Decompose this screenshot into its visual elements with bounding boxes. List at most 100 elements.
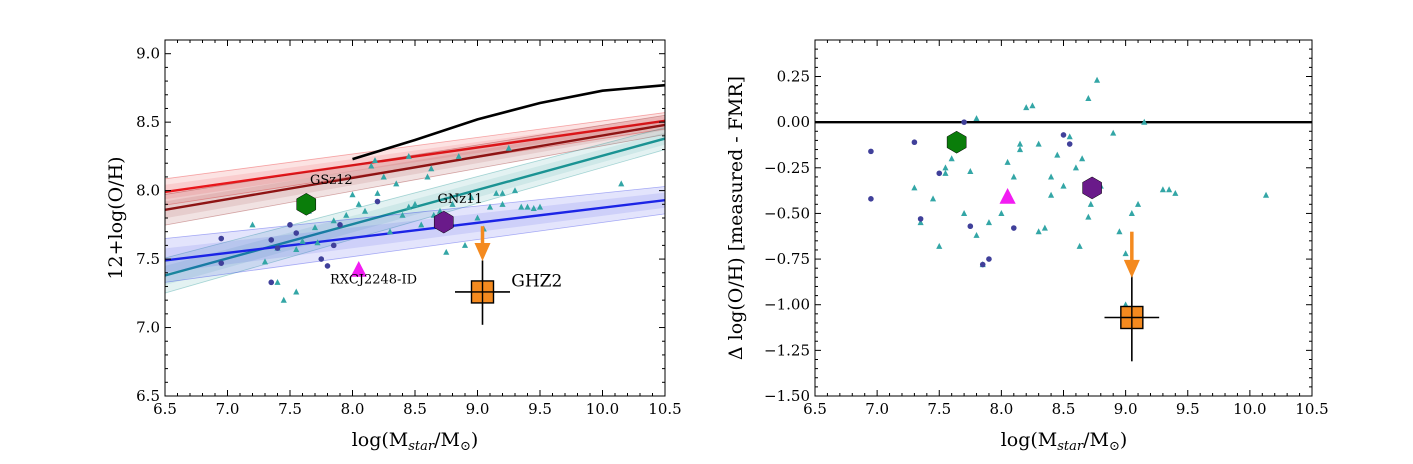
left-annotation-gsz12: GSz12 bbox=[310, 173, 353, 188]
left-plot-area bbox=[165, 83, 665, 325]
right-sample-triangles-point bbox=[1066, 133, 1073, 140]
right-sample-triangles-point bbox=[1122, 301, 1129, 308]
right-xtick-label: 9.0 bbox=[1114, 400, 1138, 418]
left-sample-triangles-point bbox=[468, 194, 475, 201]
left-sample-triangles-point bbox=[493, 189, 500, 196]
left-relation-teal-band-inner bbox=[165, 132, 665, 286]
left-sample-triangles-point bbox=[499, 200, 506, 207]
left-relation-darkred-band-inner bbox=[165, 119, 665, 219]
left-sample-triangles-point bbox=[518, 203, 525, 210]
right-ytick-label: −0.25 bbox=[764, 159, 810, 177]
right-sample-circles-point bbox=[1011, 225, 1017, 231]
left-sample-triangles-point bbox=[618, 180, 625, 187]
left-sample-circles-point bbox=[374, 198, 381, 205]
right-sample-circles-point bbox=[868, 196, 874, 202]
right-sample-circles-point bbox=[967, 223, 974, 230]
left-sample-triangles-point bbox=[261, 258, 269, 265]
left-sample-triangles-point bbox=[361, 207, 369, 214]
right-sample-circles-point bbox=[936, 170, 943, 177]
right-sample-triangles-point bbox=[973, 231, 980, 238]
right-sample-triangles-point bbox=[942, 169, 949, 176]
left-sample-circles-point bbox=[287, 222, 293, 228]
right-x-axis-label: log(Mstar/M⊙) bbox=[1001, 429, 1128, 454]
right-sample-circles-point bbox=[911, 139, 918, 146]
left-sample-triangles-point bbox=[274, 278, 281, 285]
right-sample-triangles-point bbox=[1128, 210, 1135, 216]
left-sample-circles-point bbox=[218, 235, 225, 242]
left-relation-red-line bbox=[165, 119, 665, 194]
right-ytick-label: −1.50 bbox=[764, 387, 810, 405]
left-sample-triangles-point bbox=[349, 191, 356, 198]
right-sample-triangles-point bbox=[1116, 228, 1123, 235]
right-sample-triangles-point bbox=[929, 195, 937, 202]
right-sample-triangles-point bbox=[1110, 129, 1117, 136]
right-ytick-label: 0.25 bbox=[777, 68, 810, 86]
left-GHZ2-upper-limit-head bbox=[474, 242, 491, 261]
right-xtick-label: 8.5 bbox=[1052, 400, 1076, 418]
left-sample-triangles-point bbox=[399, 211, 406, 218]
left-sample-circles-point bbox=[324, 263, 331, 269]
left-sample-triangles-point bbox=[405, 152, 412, 159]
left-sample-triangles-point bbox=[411, 200, 419, 207]
left-ytick-label: 8.0 bbox=[136, 182, 160, 200]
left-sample-triangles-point bbox=[330, 217, 337, 224]
right-sample-triangles-point bbox=[1072, 164, 1079, 171]
left-panel: 6.5 7.0 7.5 8.0 8.5 9.0 9.5 10.0 10.5 6.5 7.0 7.5 8.… bbox=[105, 39, 682, 454]
left-annotations: GSz12 GNz11 RXCJ2248-ID GHZ2 bbox=[310, 173, 562, 292]
right-sample-triangles-point bbox=[1085, 213, 1092, 220]
right-sample-triangles-point bbox=[1172, 189, 1179, 196]
left-xtick-label: 7.5 bbox=[278, 400, 302, 418]
right-sample-triangles-point bbox=[1048, 173, 1055, 180]
left-sample-triangles-point bbox=[499, 189, 506, 196]
right-sample-triangles-point bbox=[1079, 155, 1086, 162]
right-GNz11-marker bbox=[1082, 176, 1102, 200]
left-xtick-label: 10.0 bbox=[586, 400, 619, 418]
right-sample-triangles-point bbox=[1035, 140, 1042, 147]
right-xtick-label: 10.0 bbox=[1233, 400, 1266, 418]
left-xtick-label: 10.5 bbox=[648, 400, 681, 418]
left-annotation-gnz11: GNz11 bbox=[438, 192, 483, 207]
left-y-axis-label: 12+log(O/H) bbox=[105, 156, 127, 279]
right-axes-frame bbox=[814, 39, 1313, 397]
left-ytick-label: 9.0 bbox=[136, 45, 160, 63]
left-relation-blue-band-inner bbox=[165, 192, 665, 273]
right-sample-triangles-point bbox=[1029, 102, 1036, 109]
left-sample-circles-point bbox=[218, 260, 225, 266]
right-sample-triangles-point bbox=[1023, 104, 1030, 111]
right-RXCJ2248-ID-marker bbox=[999, 188, 1016, 204]
left-GSz12-marker bbox=[296, 193, 317, 216]
right-sample-triangles-point bbox=[973, 115, 980, 122]
left-sample-triangles-point bbox=[443, 248, 450, 255]
left-relation-black bbox=[352, 83, 665, 161]
right-sample-circles-point bbox=[868, 148, 874, 155]
right-sample-triangles-point bbox=[1035, 228, 1042, 235]
left-sample-circles-point bbox=[293, 230, 300, 236]
left-xtick-label: 6.5 bbox=[153, 400, 177, 418]
left-ytick-label: 8.5 bbox=[136, 113, 160, 131]
right-sample-circles-point bbox=[917, 216, 924, 222]
right-xtick-label: 9.5 bbox=[1176, 400, 1200, 418]
left-relation-blue-line bbox=[165, 199, 665, 262]
left-sample-triangles-point bbox=[461, 241, 469, 248]
left-sample-triangles-point bbox=[449, 200, 456, 207]
right-sample-triangles-point bbox=[1041, 224, 1048, 231]
left-annotation-ghz2: GHZ2 bbox=[511, 271, 562, 291]
left-sample-triangles-point bbox=[393, 180, 400, 187]
left-ytick-label: 7.5 bbox=[136, 250, 160, 268]
right-sample-triangles-point bbox=[1054, 151, 1061, 158]
right-sample-triangles-point bbox=[1087, 200, 1094, 207]
right-sample-triangles-point bbox=[1004, 158, 1011, 165]
left-sample-circles-point bbox=[330, 242, 337, 249]
right-sample-triangles-point bbox=[1134, 200, 1142, 207]
right-sample-triangles-point bbox=[1060, 182, 1067, 189]
right-plot-area bbox=[815, 76, 1312, 362]
left-sample-triangles-point bbox=[428, 165, 435, 172]
right-ytick-label: −0.75 bbox=[764, 250, 810, 268]
left-sample-triangles-point bbox=[505, 144, 512, 151]
left-ytick-label: 6.5 bbox=[136, 387, 160, 405]
left-annotation-rxcj2248-id: RXCJ2248-ID bbox=[330, 273, 417, 288]
right-xtick-label: 7.5 bbox=[927, 400, 951, 418]
right-sample-triangles-point bbox=[1016, 140, 1024, 147]
left-sample-triangles-point bbox=[280, 296, 287, 303]
